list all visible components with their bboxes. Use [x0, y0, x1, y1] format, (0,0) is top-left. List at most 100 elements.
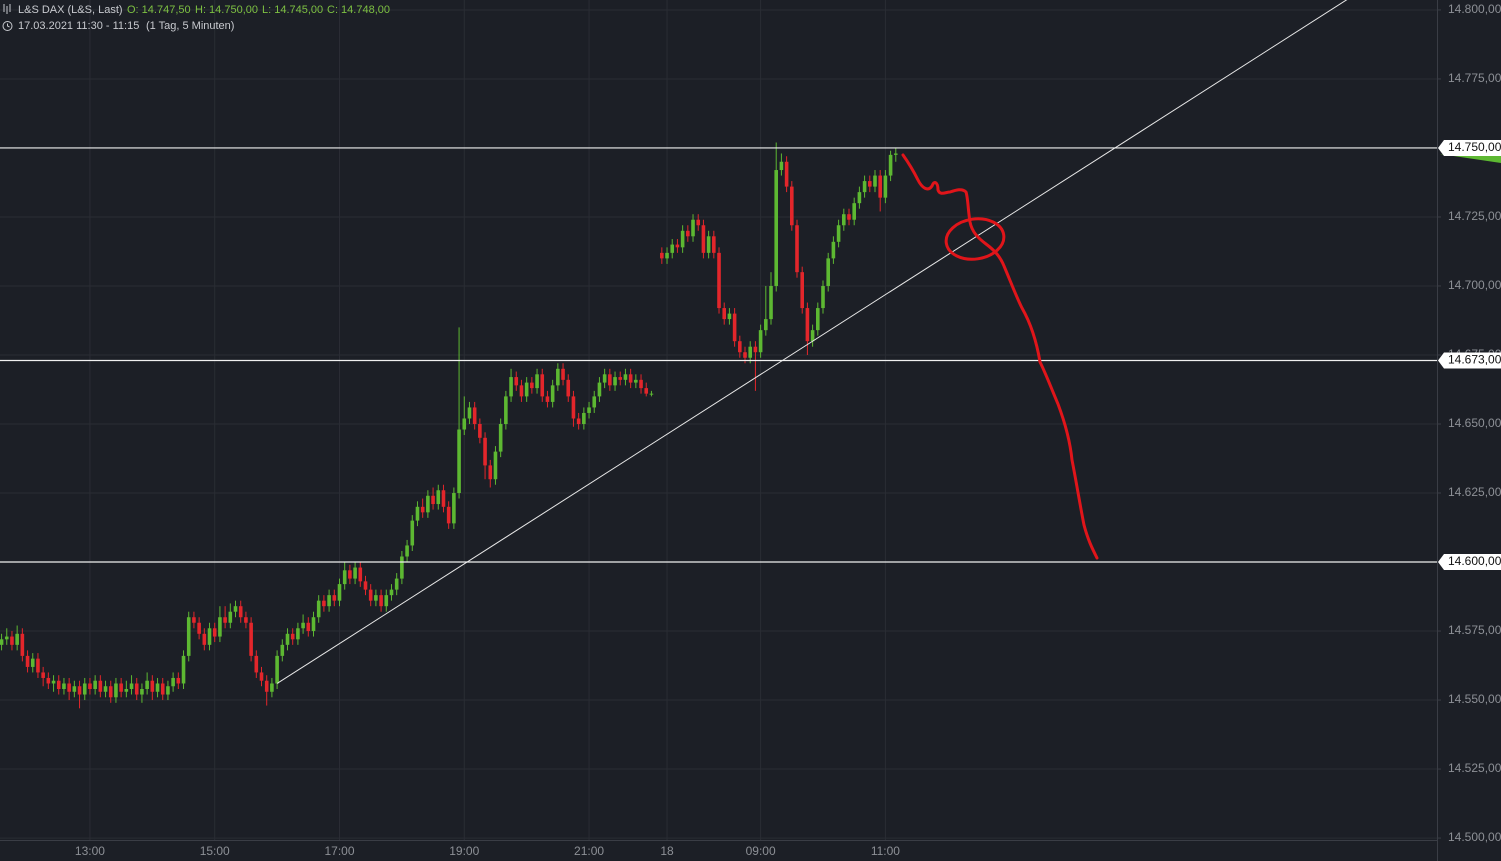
candle-body	[150, 680, 155, 692]
candle-body	[134, 683, 139, 695]
candle-body	[467, 407, 472, 419]
candle-body	[218, 617, 222, 637]
candle-body	[436, 490, 441, 505]
candle-body	[764, 319, 768, 331]
x-tick-label: 09:00	[746, 844, 776, 858]
candle-body	[311, 617, 316, 632]
candle-body	[774, 170, 779, 286]
candle-body	[488, 465, 493, 480]
candle-body	[483, 437, 487, 466]
candle-body	[618, 377, 623, 380]
y-tick-label: 14.725,00	[1448, 209, 1501, 223]
candle-body	[10, 636, 14, 645]
symbol: L&S DAX (L&S, Last)	[18, 4, 123, 16]
candle-body	[732, 313, 737, 342]
candle-body	[207, 628, 212, 645]
price-tag	[1438, 139, 1501, 156]
y-tick-label: 14.800,00	[1448, 2, 1501, 16]
y-tick-label: 14.775,00	[1448, 71, 1501, 85]
candle-body	[706, 236, 711, 253]
candle-body	[686, 230, 690, 237]
candle-body	[405, 545, 409, 557]
y-tick-label: 14.550,00	[1448, 692, 1501, 706]
candle-body	[249, 622, 253, 656]
candle-body	[800, 272, 805, 309]
candle-body	[535, 374, 539, 389]
candle-body	[738, 341, 742, 353]
candle-body	[160, 683, 165, 695]
candle-body	[301, 622, 305, 629]
candle-body	[62, 683, 66, 690]
x-tick-label: 21:00	[574, 844, 604, 858]
candle-body	[561, 368, 565, 380]
candle-body	[420, 506, 425, 513]
candle-body	[374, 595, 378, 601]
candle-body	[77, 686, 82, 695]
candle-body	[88, 683, 92, 690]
candle-body	[691, 219, 695, 237]
candle-body	[322, 600, 326, 607]
candle-body	[41, 672, 45, 678]
candle-body	[701, 225, 706, 253]
candle-body	[379, 595, 383, 607]
candle-body	[821, 285, 825, 309]
candle-body	[192, 617, 196, 623]
candle-body	[56, 680, 61, 690]
x-tick-label: 13:00	[75, 844, 105, 858]
candle-body	[20, 633, 25, 656]
candle-body	[852, 203, 856, 220]
candle-body	[550, 385, 555, 402]
candle-body	[530, 382, 534, 389]
trendline	[276, 0, 1348, 684]
candle-body	[223, 617, 227, 623]
candle-body	[831, 241, 836, 259]
candle-body	[478, 424, 482, 438]
interval: (1 Tag, 5 Minuten)	[146, 20, 234, 32]
candle-body	[873, 175, 877, 187]
candle-body	[816, 308, 820, 331]
clock-icon	[2, 21, 13, 31]
candle-body	[623, 374, 628, 380]
candle-body	[883, 175, 888, 198]
y-tick-label: 14.650,00	[1448, 416, 1501, 430]
candle-body	[446, 506, 451, 524]
candle-body	[103, 686, 108, 692]
candle-body	[597, 382, 602, 397]
marks	[0, 0, 1437, 709]
candle-body	[400, 556, 404, 579]
candle-body	[509, 377, 513, 397]
candle-body	[228, 611, 233, 623]
period: 17.03.2021 11:30 - 11:15	[18, 20, 139, 32]
candle-body	[145, 680, 149, 690]
candle-body	[795, 225, 799, 273]
candle-body	[129, 683, 134, 690]
candle-body	[358, 567, 363, 582]
candle-body	[847, 214, 851, 220]
candle-body	[176, 677, 181, 684]
candle-body	[888, 154, 893, 176]
candle-body	[306, 622, 311, 632]
candle-body	[826, 258, 830, 286]
candle-body	[758, 330, 763, 353]
candle-body	[441, 490, 446, 507]
price-tag-label: 14.600,00	[1448, 554, 1501, 568]
candle-body	[0, 639, 4, 645]
candle-body	[171, 677, 175, 687]
candle-body	[316, 600, 321, 618]
candle-body	[426, 495, 430, 513]
ohlc: H: 14.750,00	[195, 4, 258, 16]
candle-body	[67, 683, 71, 692]
candle-body	[93, 680, 97, 690]
candle-body	[608, 374, 612, 386]
candle-body	[743, 352, 747, 358]
candle-body	[680, 230, 685, 248]
candle-body	[108, 686, 113, 698]
candle-body	[628, 374, 633, 383]
candle-body	[545, 396, 550, 402]
y-tick-label: 14.700,00	[1448, 278, 1501, 292]
candle-body	[867, 181, 872, 187]
candle-body	[498, 424, 503, 452]
ohlc: O: 14.747,50	[127, 4, 191, 16]
candle-body	[696, 219, 701, 226]
